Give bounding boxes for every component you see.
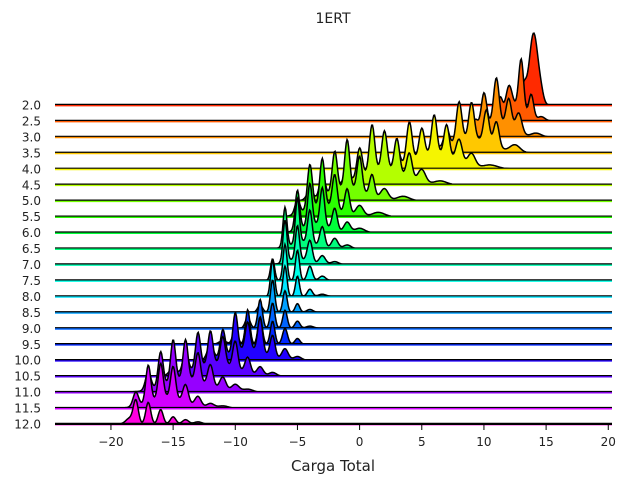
y-tick-label-2.0: 2.0: [22, 99, 41, 113]
x-tick-label: 20: [601, 435, 616, 449]
y-tick-label-2.5: 2.5: [22, 114, 41, 128]
ridge-11.0: [55, 337, 612, 394]
ridge-7.5: [55, 241, 612, 282]
ridge-3.0: [55, 76, 612, 139]
x-tick-label: 15: [538, 435, 553, 449]
x-axis-label: Carga Total: [291, 457, 375, 475]
y-tick-label-10.0: 10.0: [14, 354, 41, 368]
x-tick-label: 10: [476, 435, 491, 449]
ridge-line-9.0: [55, 297, 612, 330]
x-tick-label: −10: [223, 435, 248, 449]
ridge-line-10.5: [55, 329, 612, 377]
ridge-9.5: [55, 307, 612, 346]
ridge-10.0: [55, 311, 612, 362]
ridge-area-5.0: [55, 139, 612, 201]
y-tick-label-8.0: 8.0: [22, 290, 41, 304]
y-tick-label-7.0: 7.0: [22, 258, 41, 272]
ridge-line-9.5: [55, 307, 612, 345]
ridges-layer: [55, 32, 612, 426]
x-tick-label: 5: [418, 435, 426, 449]
ridge-area-10.0: [55, 312, 612, 361]
y-tick-label-6.5: 6.5: [22, 242, 41, 256]
ridge-area-6.0: [55, 183, 612, 233]
y-tick-label-3.5: 3.5: [22, 146, 41, 160]
y-tick-label-9.0: 9.0: [22, 322, 41, 336]
x-tick-label: −15: [160, 435, 185, 449]
y-tick-label-12.0: 12.0: [14, 418, 41, 432]
ridge-2.0: [55, 32, 612, 107]
ridge-11.5: [55, 361, 612, 410]
ridge-area-9.5: [55, 309, 612, 345]
ridge-area-3.5: [55, 101, 612, 153]
y-tick-label-8.5: 8.5: [22, 306, 41, 320]
ridge-area-9.0: [55, 299, 612, 329]
ridge-line-11.0: [55, 337, 612, 393]
ridge-area-8.0: [55, 260, 612, 297]
ridge-8.5: [55, 279, 612, 314]
y-tick-label-11.5: 11.5: [14, 402, 41, 416]
ridge-6.0: [55, 182, 612, 235]
ridge-10.5: [55, 329, 612, 378]
x-tick-label: −5: [289, 435, 307, 449]
y-tick-label-6.0: 6.0: [22, 226, 41, 240]
y-tick-label-10.5: 10.5: [14, 370, 41, 384]
ridge-6.5: [55, 195, 612, 250]
y-tick-label-4.0: 4.0: [22, 162, 41, 176]
y-tick-label-3.0: 3.0: [22, 130, 41, 144]
ridge-7.0: [55, 219, 612, 266]
chart-title: 1ERT: [315, 11, 350, 27]
y-tick-label-9.5: 9.5: [22, 338, 41, 352]
y-tick-label-11.0: 11.0: [14, 386, 41, 400]
ridge-line-8.0: [55, 259, 612, 298]
ridge-9.0: [55, 297, 612, 330]
y-tick-labels: 2.02.5 3.0 3.5 4.0 4.5 5.0 5.5 6.0 6.5 7.0 7.5 8.0 8…: [14, 99, 41, 432]
x-tick-label: 0: [356, 435, 364, 449]
ridge-8.0: [55, 259, 612, 298]
ridge-line-10.0: [55, 311, 612, 361]
y-tick-label-4.5: 4.5: [22, 178, 41, 192]
ridge-area-10.5: [55, 330, 612, 377]
ridge-area-11.0: [55, 339, 612, 393]
y-tick-label-5.5: 5.5: [22, 210, 41, 224]
ridge-area-5.5: [55, 158, 612, 217]
x-tick-label: −20: [98, 435, 123, 449]
y-tick-label-5.0: 5.0: [22, 194, 41, 208]
ridge-area-11.5: [55, 363, 612, 409]
y-tick-label-7.5: 7.5: [22, 274, 41, 288]
x-ticks: −20 −15 −10 −5 0 5 10 15 20: [98, 425, 616, 449]
